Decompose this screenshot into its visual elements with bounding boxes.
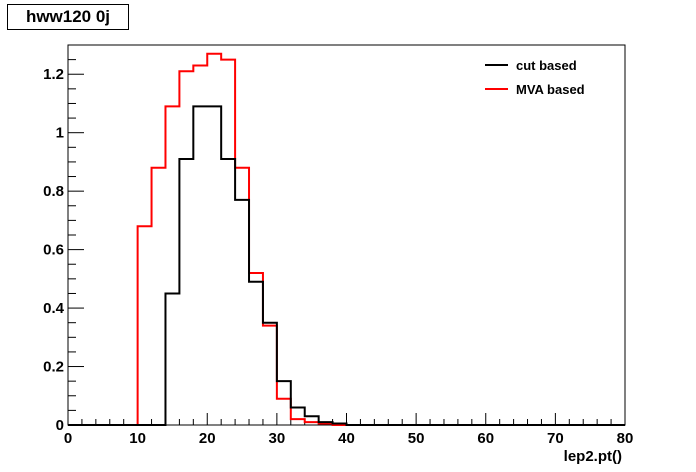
y-tick-label: 0.8: [43, 183, 64, 200]
plot-frame: [67, 44, 626, 426]
x-tick-label: 60: [477, 430, 494, 447]
y-tick-label: 0.6: [43, 242, 64, 259]
y-tick-label: 1.2: [43, 66, 64, 83]
x-tick-label: 10: [129, 430, 146, 447]
chart-title: hww120 0j: [7, 4, 129, 30]
series-line-mva-based: [68, 52, 625, 426]
y-tick-label: 1: [56, 125, 64, 142]
series-line-cut-based: [68, 105, 625, 426]
x-tick-label: 50: [408, 430, 425, 447]
x-axis-ticks: 0 10 20 30 40 50 60 70 80: [64, 413, 634, 447]
y-tick-label: 0.4: [43, 300, 65, 317]
y-axis-ticks: 0 0.2 0.4 0.6 0.8 1 1.2: [43, 44, 84, 434]
legend: cut based MVA based: [485, 58, 585, 97]
x-tick-label: 20: [199, 430, 216, 447]
y-tick-label: 0: [56, 417, 64, 434]
x-tick-label: 30: [269, 430, 286, 447]
x-tick-label: 40: [338, 430, 355, 447]
legend-entry: MVA based: [516, 82, 585, 97]
series-layer: [68, 52, 625, 426]
x-axis-title: lep2.pt(): [564, 448, 622, 465]
x-tick-label: 0: [64, 430, 72, 447]
y-tick-label: 0.2: [43, 359, 64, 376]
x-tick-label: 80: [617, 430, 634, 447]
x-tick-label: 70: [547, 430, 564, 447]
legend-entry: cut based: [516, 58, 577, 73]
